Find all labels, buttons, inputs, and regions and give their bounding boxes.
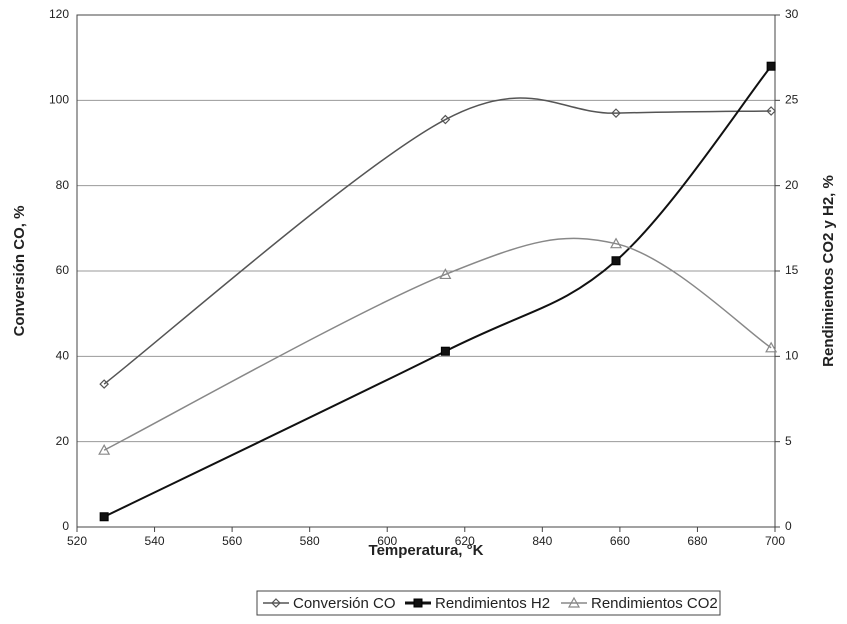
data-point — [99, 512, 109, 522]
legend-marker — [271, 598, 281, 608]
y2-tick-label: 20 — [785, 178, 799, 192]
data-point — [611, 108, 621, 118]
y-tick-label: 0 — [62, 519, 69, 533]
legend-marker — [413, 598, 423, 608]
legend-label: Rendimientos H2 — [435, 595, 550, 612]
legend-label: Conversión CO — [293, 595, 396, 612]
y2-tick-label: 25 — [785, 93, 799, 107]
series-line — [103, 65, 772, 518]
y-tick-label: 20 — [56, 434, 70, 448]
data-point — [765, 341, 778, 353]
x-axis-title: Temperatura, °K — [369, 542, 484, 559]
data-point — [439, 268, 452, 280]
x-tick-label: 680 — [687, 534, 707, 548]
y2-tick-label: 5 — [785, 434, 792, 448]
legend-marker — [567, 596, 581, 608]
data-point — [766, 61, 776, 71]
data-point — [99, 379, 109, 389]
x-tick-label: 700 — [765, 534, 785, 548]
x-tick-label: 600 — [377, 534, 397, 548]
y2-tick-label: 0 — [785, 519, 792, 533]
y2-tick-label: 10 — [785, 349, 799, 363]
y-tick-label: 40 — [56, 349, 70, 363]
data-point — [766, 106, 776, 116]
series-line — [103, 97, 772, 385]
x-tick-label: 620 — [455, 534, 475, 548]
data-point — [609, 237, 623, 249]
y-tick-label: 100 — [49, 93, 69, 107]
y-tick-label: 120 — [49, 7, 69, 21]
x-tick-label: 840 — [532, 534, 552, 548]
x-tick-label: 560 — [222, 534, 242, 548]
y2-tick-label: 15 — [785, 263, 799, 277]
legend-label: Rendimientos CO2 — [591, 595, 718, 612]
legend-box — [256, 590, 721, 616]
x-tick-label: 660 — [610, 534, 630, 548]
y-tick-label: 80 — [56, 178, 70, 192]
data-point — [611, 256, 621, 266]
y-tick-label: 60 — [56, 263, 70, 277]
y-axis-title: Conversión CO, % — [11, 206, 28, 337]
x-tick-label: 520 — [67, 534, 87, 548]
data-point — [440, 346, 450, 356]
x-tick-label: 580 — [300, 534, 320, 548]
series-line — [103, 237, 772, 451]
data-point — [98, 443, 111, 455]
data-point — [440, 114, 451, 125]
y2-axis-title: Rendimientos CO2 y H2, % — [820, 175, 837, 367]
y2-tick-label: 30 — [785, 7, 799, 21]
x-tick-label: 540 — [145, 534, 165, 548]
plot-frame — [76, 14, 776, 528]
